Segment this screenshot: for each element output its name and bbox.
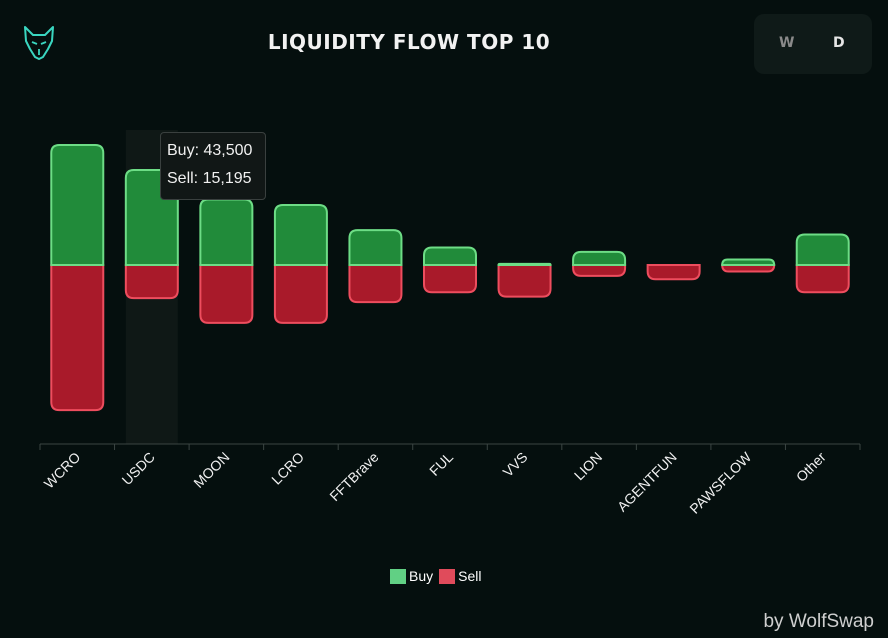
bar-buy-lcro[interactable] xyxy=(273,203,328,266)
x-tick-label: WCRO xyxy=(41,449,84,492)
legend-buy-label[interactable]: Buy xyxy=(409,568,434,584)
x-tick-label: PAWSFLOW xyxy=(686,448,755,517)
chart-legend: Buy Sell xyxy=(390,568,481,584)
x-tick-label: Other xyxy=(793,449,829,485)
bar-sell-usdc[interactable] xyxy=(124,264,179,300)
bar-buy-moon[interactable] xyxy=(199,198,254,266)
x-tick-label: FFTBrave xyxy=(326,449,381,504)
liquidity-chart: WCRO USDC MOON LCRO FFTBrave FUL VVS LION AGENTF… xyxy=(39,143,861,517)
page-title: LIQUIDITY FLOW TOP 10 xyxy=(267,30,551,54)
wolf-icon xyxy=(24,26,54,60)
legend-sell-label[interactable]: Sell xyxy=(458,568,482,584)
bar-buy-vvs[interactable] xyxy=(497,262,552,266)
footer-credit: by WolfSwap xyxy=(763,611,874,632)
tooltip-buy: Buy: 43,500 xyxy=(167,142,253,159)
bar-sell-lcro[interactable] xyxy=(273,264,328,324)
bar-buy-other[interactable] xyxy=(795,233,850,266)
x-tick-label: MOON xyxy=(190,449,232,491)
bar-sell-fftbrave[interactable] xyxy=(348,264,403,304)
bar-buy-lion[interactable] xyxy=(572,250,627,266)
bar-sell-other[interactable] xyxy=(795,264,850,294)
x-tick-label: VVS xyxy=(500,449,531,480)
x-tick-label: USDC xyxy=(119,449,158,488)
legend-buy-swatch[interactable] xyxy=(390,568,406,584)
timeframe-toggle: W D xyxy=(754,14,872,74)
x-tick-label: LCRO xyxy=(268,449,307,488)
bar-buy-fftbrave[interactable] xyxy=(348,229,403,266)
legend-sell-swatch[interactable] xyxy=(439,568,456,584)
toggle-day-button[interactable]: D xyxy=(833,35,845,51)
tooltip-sell: Sell: 15,195 xyxy=(167,170,252,187)
bar-sell-ful[interactable] xyxy=(423,264,477,294)
x-tick-label: LION xyxy=(571,449,605,483)
bar-sell-lion[interactable] xyxy=(572,264,627,277)
bar-buy-ful[interactable] xyxy=(423,246,477,266)
toggle-week-button[interactable]: W xyxy=(779,35,795,51)
bar-buy-wcro[interactable] xyxy=(50,143,105,266)
bar-sell-moon[interactable] xyxy=(199,264,254,324)
bar-buy-pawsflow[interactable] xyxy=(721,258,776,266)
bar-sell-agentfun[interactable] xyxy=(646,264,701,281)
chart-tooltip: Buy: 43,500 Sell: 15,195 xyxy=(160,132,266,200)
x-tick-label: AGENTFUN xyxy=(614,449,680,515)
bar-sell-pawsflow[interactable] xyxy=(721,264,776,273)
bar-sell-wcro[interactable] xyxy=(50,264,105,412)
bar-sell-vvs[interactable] xyxy=(497,264,552,298)
x-tick-label: FUL xyxy=(426,449,456,479)
